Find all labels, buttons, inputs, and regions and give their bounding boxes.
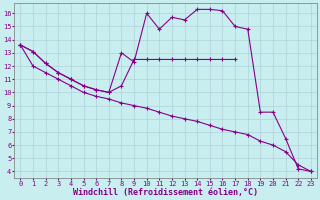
X-axis label: Windchill (Refroidissement éolien,°C): Windchill (Refroidissement éolien,°C) [73, 188, 258, 197]
